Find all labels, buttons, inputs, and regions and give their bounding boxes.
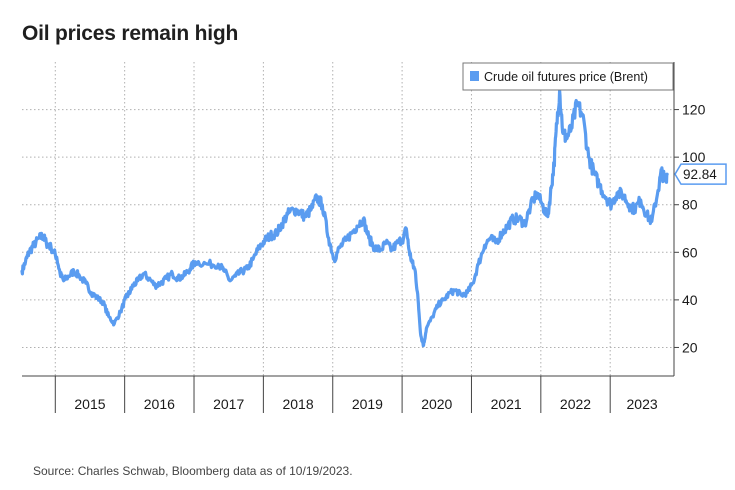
legend: Crude oil futures price (Brent) xyxy=(462,62,674,91)
x-tick-label: 2018 xyxy=(282,396,313,412)
x-tick-label: 2015 xyxy=(74,396,105,412)
series-group xyxy=(20,88,669,348)
chart-title: Oil prices remain high xyxy=(22,22,239,45)
x-tick-label: 2017 xyxy=(213,396,244,412)
y-tick-label: 100 xyxy=(682,149,706,165)
x-tick-label: 2016 xyxy=(144,396,175,412)
y-tick-label: 60 xyxy=(682,244,698,260)
axes: 20 40 60 80 100 120 2015 2016 2017 2018 2019 2020 20… xyxy=(22,62,706,413)
x-tick-label: 2021 xyxy=(491,396,522,412)
y-tick-label: 20 xyxy=(682,339,698,355)
last-value-tag xyxy=(674,163,727,185)
grid xyxy=(22,62,674,376)
legend-swatch xyxy=(470,71,479,81)
legend-label: Crude oil futures price (Brent) xyxy=(484,70,648,84)
source-note: Source: Charles Schwab, Bloomberg data a… xyxy=(33,464,353,478)
y-tick-label: 80 xyxy=(682,197,698,213)
series-line-brent xyxy=(20,88,669,348)
legend-box xyxy=(462,62,674,91)
x-tick-label: 2022 xyxy=(560,396,591,412)
last-value-label: 92.84 xyxy=(683,167,717,182)
last-value-marker: 92.84 xyxy=(674,163,727,185)
y-tick-label: 40 xyxy=(682,292,698,308)
x-tick-label: 2019 xyxy=(352,396,383,412)
x-tick-label: 2023 xyxy=(627,396,658,412)
oil-price-chart: 20 40 60 80 100 120 2015 2016 2017 2018 2019 2020 20… xyxy=(20,62,727,413)
y-tick-label: 120 xyxy=(682,102,706,118)
x-tick-label: 2020 xyxy=(421,396,452,412)
